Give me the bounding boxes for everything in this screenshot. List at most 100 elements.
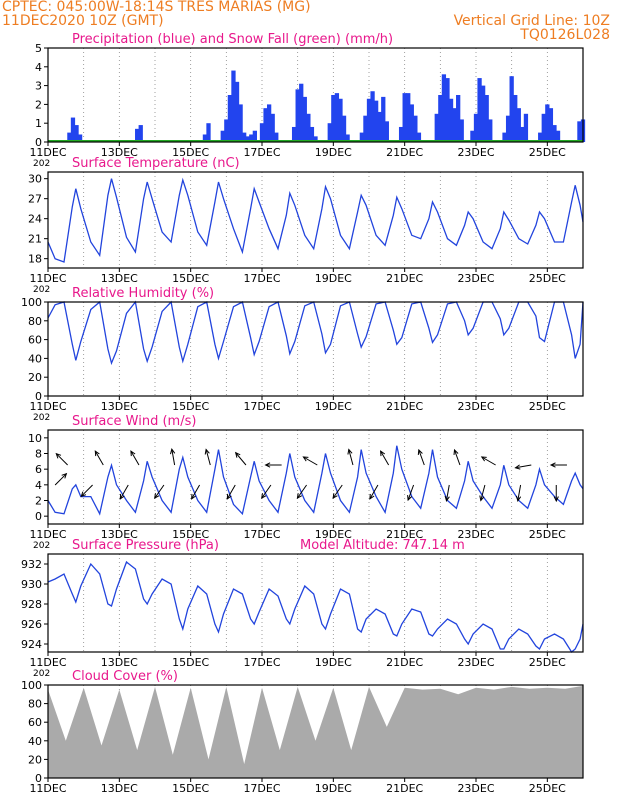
wind-arrow — [130, 450, 140, 466]
x-tick-label-precip: 11DEC — [29, 146, 66, 159]
precip-bar — [505, 115, 511, 142]
wind-arrow — [517, 484, 522, 501]
wind-arrowhead — [154, 493, 160, 500]
precip-bar — [555, 130, 561, 142]
x-tick-label-pres: 11DEC — [29, 656, 66, 669]
x-tick-label-cloud: 17DEC — [243, 782, 280, 795]
precip-bar — [406, 93, 411, 142]
panel-frame-rh — [47, 301, 584, 397]
x-tick-label-temp: 11DEC — [29, 272, 66, 285]
wind-arrowhead — [514, 464, 521, 470]
y-tick-label-temp: 24 — [28, 213, 42, 226]
wind-arrowhead — [55, 452, 62, 459]
x-tick-label-wind: 17DEC — [243, 528, 280, 541]
panel-subtitle-pres: Model Altitude: 747.14 m — [300, 538, 465, 553]
x-tick-label-precip: 19DEC — [315, 146, 352, 159]
wind-arrowhead — [553, 496, 559, 503]
precip-bar — [263, 108, 268, 142]
y-tick-label-precip: 5 — [35, 42, 42, 55]
precip-bar — [438, 95, 443, 142]
x-tick-label-pres: 21DEC — [386, 656, 423, 669]
header-run-time: 11DEC2020 10Z (GMT) — [2, 13, 164, 29]
wind-arrowhead — [417, 448, 423, 455]
x-tick-label-cloud: 11DEC — [29, 782, 66, 795]
x-tick-label-temp: 17DEC — [243, 272, 280, 285]
wind-arrow — [296, 484, 307, 499]
header-station: CPTEC: 045:00W-18:14S TRES MARIAS (MG) — [2, 0, 311, 15]
wind-arrowhead — [226, 493, 232, 500]
wind-arrow — [303, 456, 318, 466]
x-tick-label-precip: 15DEC — [172, 146, 209, 159]
wind-arrowhead — [94, 450, 100, 457]
x-year-label-wind: 202 — [33, 541, 50, 551]
precip-bar — [473, 113, 479, 142]
x-tick-label-rh: 19DEC — [315, 400, 352, 413]
x-tick-label-temp: 19DEC — [315, 272, 352, 285]
precip-bar — [548, 108, 554, 142]
x-tick-label-wind: 25DEC — [529, 528, 566, 541]
wind-arrow — [480, 484, 486, 501]
wind-arrowhead — [204, 448, 210, 455]
wind-arrowhead — [347, 448, 353, 455]
y-tick-label-precip: 4 — [35, 61, 42, 74]
precip-bar — [459, 119, 464, 142]
x-tick-label-rh: 25DEC — [529, 400, 566, 413]
y-tick-label-cloud: 0 — [35, 772, 42, 785]
precip-bar — [434, 113, 439, 142]
wind-arrowhead — [170, 448, 176, 455]
y-tick-label-cloud: 80 — [28, 698, 42, 711]
y-tick-label-wind: 8 — [35, 448, 42, 461]
wind-arrowhead — [61, 472, 68, 479]
precip-bar — [331, 95, 336, 142]
precip-bar — [366, 98, 372, 142]
y-tick-label-wind: 0 — [35, 510, 42, 523]
wind-arrow — [171, 449, 176, 466]
y-tick-label-pres: 924 — [21, 638, 42, 651]
panel-frame-temp — [47, 171, 584, 269]
y-tick-label-pres: 930 — [21, 578, 42, 591]
x-tick-label-rh: 15DEC — [172, 400, 209, 413]
x-tick-label-wind: 21DEC — [386, 528, 423, 541]
y-tick-label-rh: 20 — [28, 371, 42, 384]
wind-arrow — [515, 464, 532, 469]
wind-arrow — [119, 484, 129, 500]
x-tick-label-wind: 15DEC — [172, 528, 209, 541]
precip-bar — [370, 91, 375, 142]
precip-bar — [384, 121, 389, 142]
precip-bar — [327, 123, 332, 142]
x-tick-label-temp: 21DEC — [386, 272, 423, 285]
precip-bar — [295, 89, 300, 142]
y-tick-label-cloud: 100 — [21, 679, 42, 692]
x-tick-label-pres: 15DEC — [172, 656, 209, 669]
precip-bar — [206, 123, 211, 142]
wind-arrow — [407, 484, 415, 501]
x-tick-label-wind: 19DEC — [315, 528, 352, 541]
wind-arrow — [55, 453, 68, 466]
precip-bar — [488, 119, 493, 142]
precip-bar — [227, 95, 233, 142]
x-tick-label-precip: 21DEC — [386, 146, 423, 159]
precip-bar — [252, 130, 258, 142]
panel-title-pres: Surface Pressure (hPa) — [72, 538, 219, 553]
y-tick-label-wind: 10 — [28, 432, 42, 445]
wind-arrow — [380, 450, 390, 466]
precip-bar — [266, 104, 272, 142]
precip-bar — [452, 108, 457, 142]
precip-bar — [416, 132, 422, 142]
wind-arrowhead — [234, 451, 241, 458]
wind-arrow — [369, 484, 379, 500]
precip-bar — [238, 104, 243, 142]
x-tick-label-rh: 17DEC — [243, 400, 280, 413]
precip-bar — [381, 96, 386, 142]
precip-bar — [341, 115, 347, 142]
y-tick-label-pres: 928 — [21, 598, 42, 611]
x-tick-label-temp: 15DEC — [172, 272, 209, 285]
series-line-pres — [47, 560, 584, 653]
wind-arrowhead — [264, 462, 271, 468]
wind-arrow — [205, 449, 211, 466]
y-tick-label-precip: 1 — [35, 117, 42, 130]
precip-bar — [552, 125, 557, 142]
precip-bar — [545, 104, 550, 142]
y-tick-label-precip: 0 — [35, 136, 42, 149]
